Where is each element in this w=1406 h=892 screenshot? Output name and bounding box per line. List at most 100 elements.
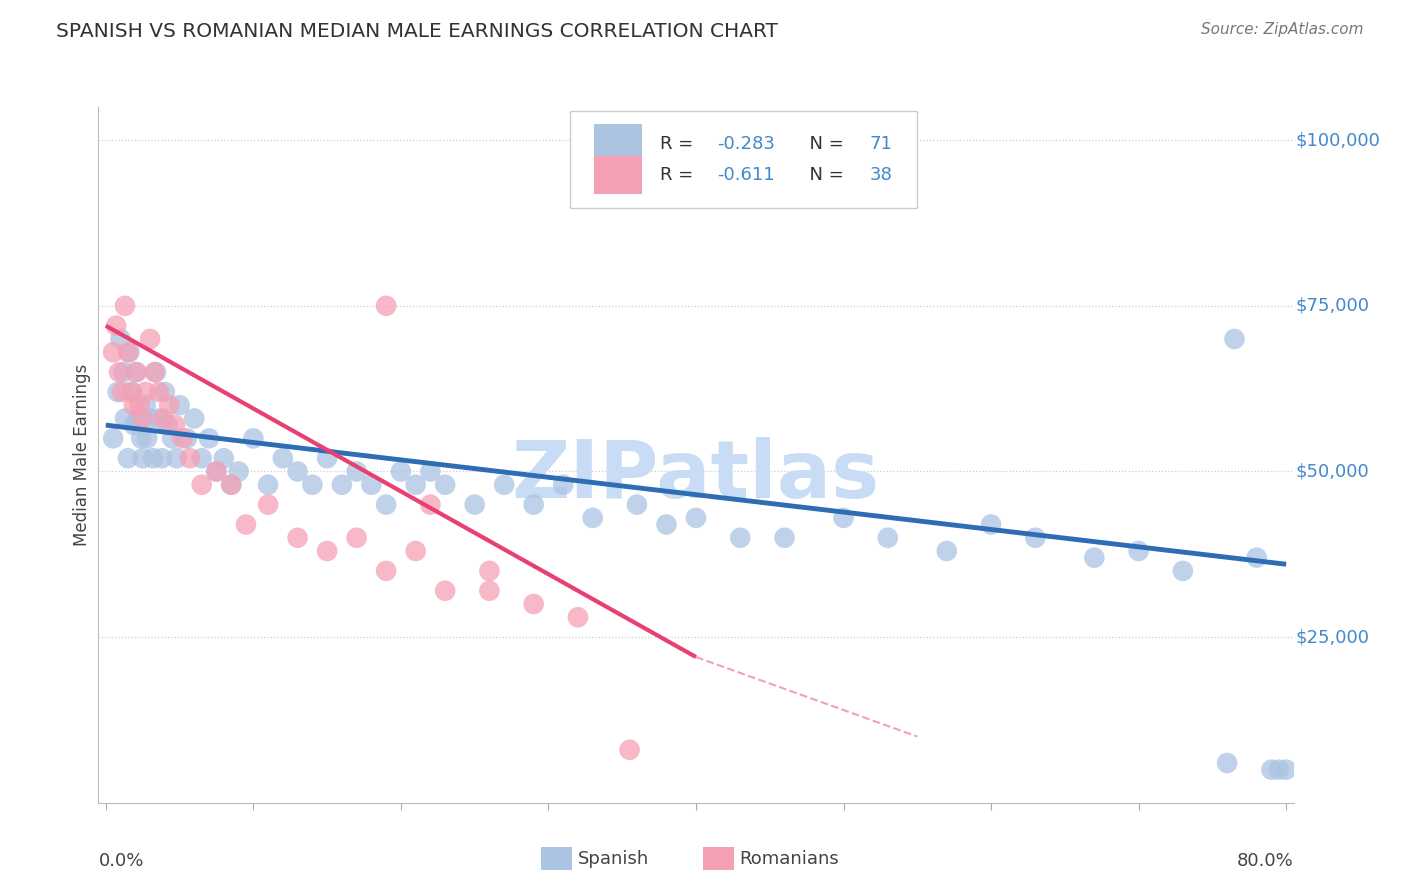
Text: 80.0%: 80.0% xyxy=(1237,852,1294,870)
Point xyxy=(166,451,188,466)
Text: -0.611: -0.611 xyxy=(717,166,775,184)
Point xyxy=(136,431,159,445)
Point xyxy=(685,511,707,525)
Point xyxy=(1024,531,1046,545)
Point xyxy=(212,451,235,466)
Text: 0.0%: 0.0% xyxy=(98,852,143,870)
Point xyxy=(139,332,162,346)
Point xyxy=(1223,332,1246,346)
Point xyxy=(129,431,152,445)
Point xyxy=(160,431,183,445)
Point xyxy=(523,498,546,512)
Point xyxy=(117,451,139,466)
Point xyxy=(101,431,124,445)
Point xyxy=(316,544,339,558)
Point xyxy=(139,411,162,425)
Point xyxy=(124,365,146,379)
Bar xyxy=(595,156,643,194)
Point xyxy=(346,465,368,479)
Point xyxy=(876,531,898,545)
Point xyxy=(114,299,136,313)
Text: Romanians: Romanians xyxy=(740,850,839,868)
Point xyxy=(128,398,150,412)
Y-axis label: Median Male Earnings: Median Male Earnings xyxy=(73,364,91,546)
Point xyxy=(183,411,205,425)
Point xyxy=(169,398,191,412)
Text: $50,000: $50,000 xyxy=(1296,462,1369,481)
Point xyxy=(152,411,174,425)
Point xyxy=(179,451,201,466)
Point xyxy=(375,564,398,578)
Point xyxy=(1275,763,1298,777)
Point xyxy=(773,531,796,545)
Point xyxy=(148,384,170,399)
Point xyxy=(464,498,486,512)
Point xyxy=(176,431,198,445)
Point xyxy=(165,418,187,433)
Point xyxy=(125,365,148,379)
Point xyxy=(257,477,280,491)
Point xyxy=(145,365,167,379)
Point xyxy=(112,365,135,379)
Point xyxy=(419,498,441,512)
Point xyxy=(156,418,179,433)
Point xyxy=(257,498,280,512)
Point xyxy=(117,345,139,359)
Point xyxy=(419,465,441,479)
Point xyxy=(157,398,180,412)
Point xyxy=(242,431,264,445)
Text: 38: 38 xyxy=(869,166,893,184)
Point xyxy=(148,411,170,425)
Text: $25,000: $25,000 xyxy=(1296,628,1369,646)
Point xyxy=(143,365,166,379)
Point xyxy=(389,465,412,479)
Text: Source: ZipAtlas.com: Source: ZipAtlas.com xyxy=(1201,22,1364,37)
Point xyxy=(1268,763,1291,777)
Point xyxy=(122,418,145,433)
Point xyxy=(523,597,546,611)
Point xyxy=(655,517,678,532)
Point xyxy=(287,531,309,545)
Point xyxy=(172,431,194,445)
Point xyxy=(105,318,128,333)
Point xyxy=(935,544,957,558)
Point xyxy=(1083,550,1105,565)
Point xyxy=(235,517,257,532)
Point xyxy=(434,477,457,491)
Point xyxy=(135,398,157,412)
Point xyxy=(114,411,136,425)
Point xyxy=(142,451,165,466)
Point xyxy=(405,544,427,558)
Point xyxy=(626,498,648,512)
Point xyxy=(330,477,353,491)
Text: R =: R = xyxy=(661,166,699,184)
Point xyxy=(478,564,501,578)
Point xyxy=(1171,564,1194,578)
Text: $100,000: $100,000 xyxy=(1296,131,1381,149)
Point xyxy=(108,365,131,379)
Point xyxy=(301,477,323,491)
Point xyxy=(1260,763,1282,777)
Point xyxy=(219,477,242,491)
Text: Spanish: Spanish xyxy=(578,850,650,868)
Text: N =: N = xyxy=(797,166,849,184)
Point xyxy=(494,477,516,491)
Point xyxy=(478,583,501,598)
Text: N =: N = xyxy=(797,135,849,153)
Point xyxy=(567,610,589,624)
Point xyxy=(205,465,228,479)
Point xyxy=(360,477,382,491)
Point xyxy=(131,411,153,425)
Point xyxy=(346,531,368,545)
Point xyxy=(219,477,242,491)
Point xyxy=(405,477,427,491)
Text: SPANISH VS ROMANIAN MEDIAN MALE EARNINGS CORRELATION CHART: SPANISH VS ROMANIAN MEDIAN MALE EARNINGS… xyxy=(56,22,778,41)
Point xyxy=(1128,544,1150,558)
Point xyxy=(271,451,294,466)
Point xyxy=(127,411,149,425)
Point xyxy=(980,517,1002,532)
Point xyxy=(832,511,855,525)
Point xyxy=(107,384,129,399)
Text: ZIPatlas: ZIPatlas xyxy=(512,437,880,515)
Bar xyxy=(595,124,643,162)
